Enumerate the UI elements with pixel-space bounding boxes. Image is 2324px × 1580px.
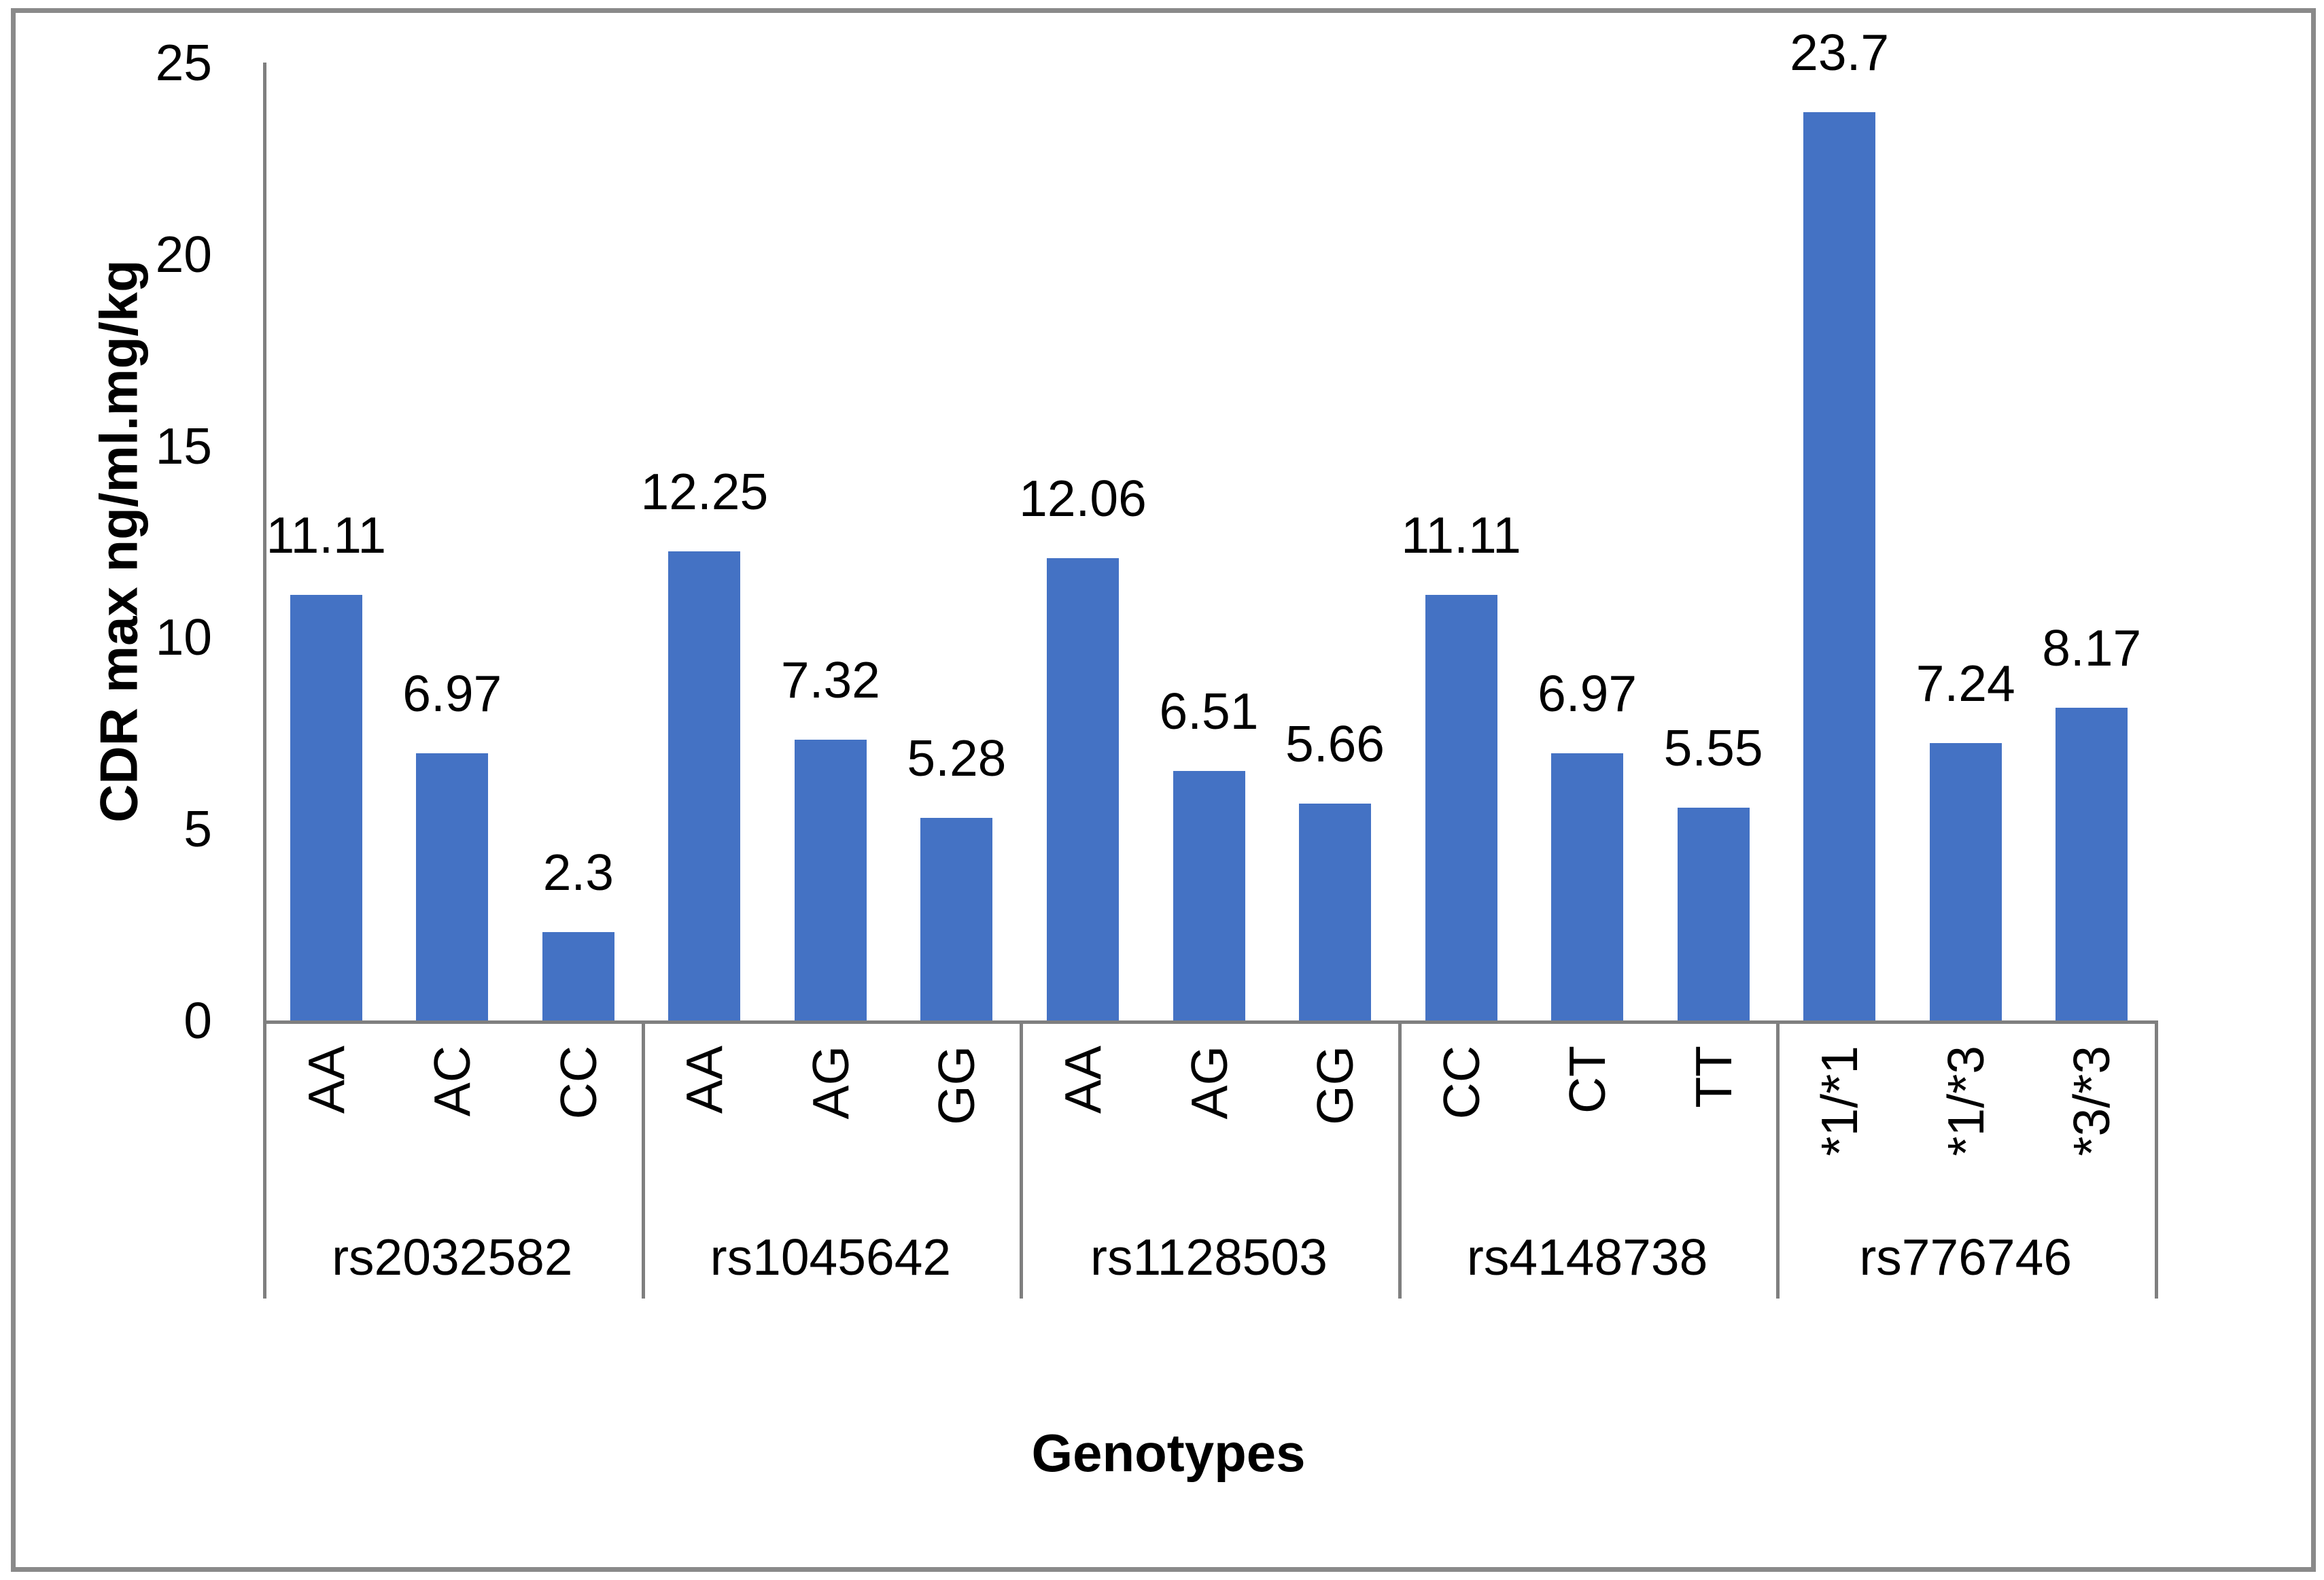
bar [1803,112,1876,1020]
bar [416,753,489,1020]
bar-value-label: 5.66 [1285,715,1385,772]
bar-value-label: 5.55 [1663,719,1763,777]
group-label: rs2032582 [332,1229,573,1286]
bar [1046,558,1119,1020]
y-axis-line [263,63,266,1299]
bar-value-label: 5.28 [907,729,1007,787]
y-tick-label: 0 [184,992,212,1049]
group-divider-line [2155,1020,2158,1299]
bar [290,594,362,1020]
group-label: rs4148738 [1466,1229,1708,1286]
x-axis-line [263,1020,2158,1024]
bar-value-label: 6.97 [1538,665,1637,723]
bar-value-label: 23.7 [1790,24,1890,82]
y-tick-label: 20 [155,225,212,283]
bar-value-label: 11.11 [266,506,387,564]
group-divider-line [641,1020,645,1299]
bar [1425,594,1497,1020]
bar [2056,707,2128,1020]
bar [542,932,614,1020]
bar [668,551,741,1020]
x-axis-title: Genotypes [1031,1423,1306,1483]
y-tick-label: 5 [184,800,212,858]
bar [920,818,993,1020]
bar-value-label: 6.51 [1159,683,1259,740]
y-axis-title: CDR max ng/ml.mg/kg [88,260,149,823]
bar-value-label: 6.97 [402,665,502,723]
group-label: rs1128503 [1090,1229,1328,1286]
bar [1173,771,1245,1020]
bar-value-label: 2.3 [542,844,614,901]
y-tick-label: 10 [155,608,212,666]
group-label: rs776746 [1859,1229,2072,1286]
bar [794,740,867,1020]
bar [1551,753,1624,1020]
group-divider-line [1020,1020,1024,1299]
bar [1929,742,2002,1020]
bar-value-label: 12.06 [1019,470,1147,528]
group-label: rs1045642 [710,1229,952,1286]
bar-value-label: 12.25 [640,462,769,520]
y-tick-label: 25 [155,34,212,91]
bar [1677,808,1750,1020]
bar-value-label: 11.11 [1401,506,1521,564]
bar-value-label: 7.32 [780,651,880,709]
group-divider-line [1776,1020,1780,1299]
group-divider-line [1398,1020,1402,1299]
y-tick-label: 15 [155,417,212,475]
bar-value-label: 8.17 [2042,619,2142,676]
bar-value-label: 7.24 [1915,654,2015,712]
figure-border [11,8,2316,1572]
bar [1299,804,1372,1020]
